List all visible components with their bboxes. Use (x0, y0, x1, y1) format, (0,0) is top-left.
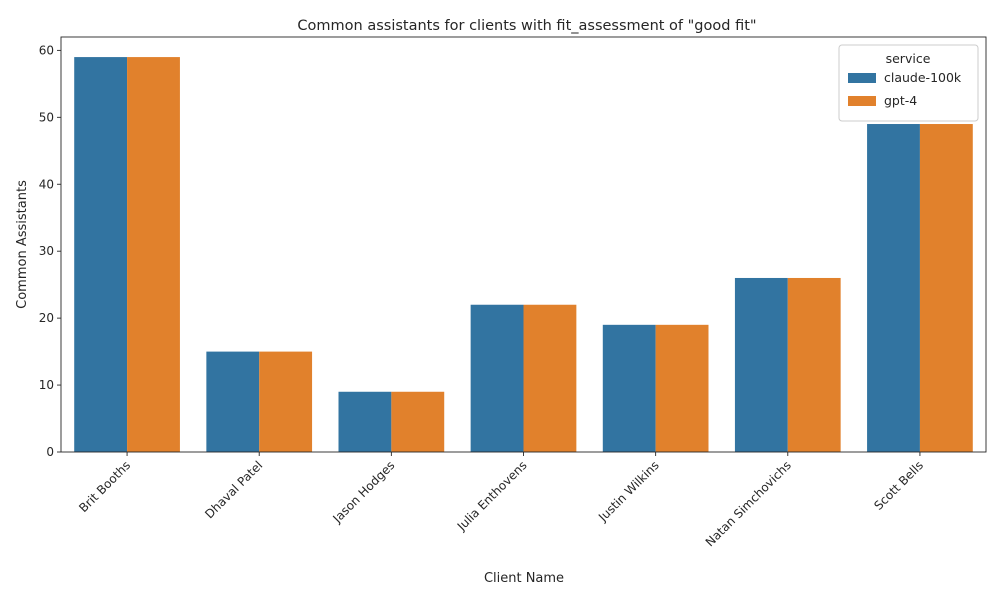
legend: service claude-100k gpt-4 (838, 44, 979, 122)
x-axis: Brit Booths Dhaval Patel Jason Hodges Julia… (76, 452, 926, 549)
bar-gpt-4-jason-hodges (391, 391, 445, 452)
legend-label-claude-100k: claude-100k (884, 70, 962, 85)
x-tick-label: Dhaval Patel (202, 458, 265, 521)
legend-items: claude-100k gpt-4 (848, 70, 962, 108)
bar-gpt-4-justin-wilkins (655, 324, 709, 452)
y-axis: 0 10 20 30 40 50 60 (39, 43, 61, 459)
legend-label-gpt-4: gpt-4 (884, 93, 917, 108)
x-axis-label: Client Name (484, 571, 564, 586)
bar-gpt-4-julia-enthovens (523, 304, 577, 452)
chart-title: Common assistants for clients with fit_a… (297, 18, 756, 34)
y-tick-label: 0 (46, 445, 54, 459)
bar-claude-100k-scott-bells (867, 124, 920, 453)
bar-gpt-4-scott-bells (919, 124, 973, 453)
bar-claude-100k-natan-simchovichs (734, 277, 788, 452)
y-tick-label: 10 (39, 378, 54, 392)
legend-swatch-gpt-4 (848, 96, 876, 106)
y-tick-label: 40 (39, 177, 54, 191)
plot-frame (60, 36, 987, 453)
bars-group (74, 57, 973, 453)
x-tick-label: Natan Simchovichs (703, 458, 794, 549)
y-tick-label: 50 (39, 110, 54, 124)
y-tick-label: 30 (39, 244, 54, 258)
y-tick-label: 60 (39, 43, 54, 57)
x-tick-label: Brit Booths (76, 458, 133, 515)
bar-gpt-4-brit-booths (127, 57, 180, 452)
legend-title: service (886, 51, 931, 66)
bar-claude-100k-jason-hodges (338, 391, 392, 452)
bar-claude-100k-justin-wilkins (602, 324, 656, 452)
bar-claude-100k-julia-enthovens (470, 304, 524, 452)
bar-claude-100k-dhaval-patel (206, 351, 260, 452)
bar-gpt-4-natan-simchovichs (787, 277, 841, 452)
bar-gpt-4-dhaval-patel (259, 351, 313, 452)
x-tick-label: Jason Hodges (329, 458, 397, 526)
x-tick-label: Justin Wilkins (595, 458, 662, 525)
x-tick-label: Scott Bells (871, 458, 926, 513)
bar-claude-100k-brit-booths (74, 57, 128, 452)
y-axis-label: Common Assistants (15, 180, 30, 309)
y-tick-label: 20 (39, 311, 54, 325)
x-tick-label: Julia Enthovens (454, 458, 530, 534)
legend-swatch-claude-100k (848, 73, 876, 83)
